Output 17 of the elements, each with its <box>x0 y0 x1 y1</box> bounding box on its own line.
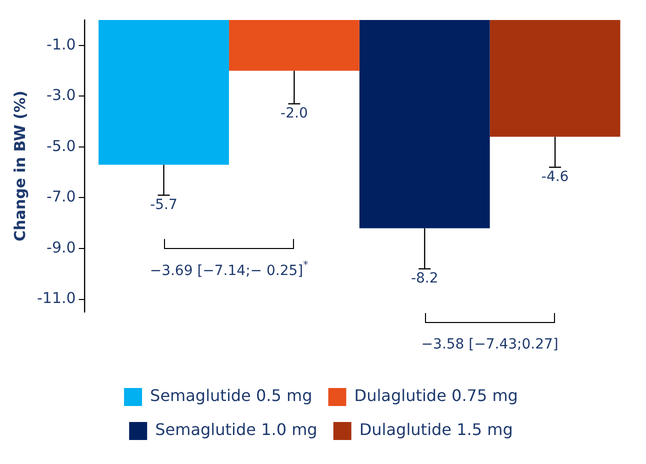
y-tick-label: -9.0 <box>46 238 76 256</box>
legend-label: Semaglutide 1.0 mg <box>155 420 318 440</box>
data-label: -4.6 <box>541 168 569 185</box>
y-tick-label: -3.0 <box>46 86 76 104</box>
y-axis-title: Change in BW (%) <box>10 90 29 242</box>
y-tick-label: -1.0 <box>46 35 76 54</box>
text: −3.58 [−7.43;0.27] <box>421 336 558 352</box>
data-label: -2.0 <box>280 105 308 122</box>
y-tick-label: -11.0 <box>37 289 76 308</box>
legend-label: Semaglutide 0.5 mg <box>150 386 312 406</box>
y-tick-label: -5.0 <box>46 136 76 155</box>
data-label: -5.7 <box>150 196 178 213</box>
legend-label: Dulaglutide 1.5 mg <box>359 420 513 440</box>
y-tick-label: -7.0 <box>46 188 76 206</box>
data-label: -8.2 <box>410 270 438 286</box>
legend-label: Dulaglutide 0.75 mg <box>354 386 518 406</box>
annotation: −3.69 [−7.14;− 0.25]* <box>150 260 308 279</box>
